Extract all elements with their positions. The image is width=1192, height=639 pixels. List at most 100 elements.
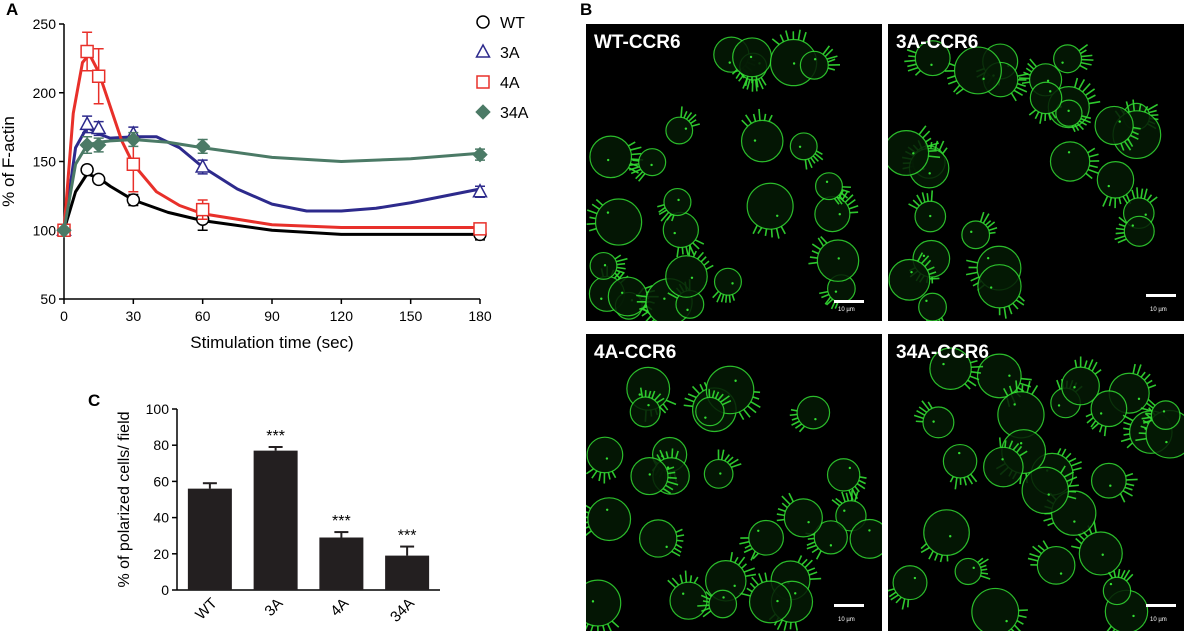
cell-protrusion: [908, 203, 918, 210]
cell-protrusion: [785, 30, 790, 41]
cell-protrusion: [731, 463, 742, 469]
cell-protrusion: [1015, 86, 1028, 93]
cell-protrusion: [1078, 44, 1089, 52]
cell-protrusion: [1120, 569, 1126, 579]
cell-protrusion: [907, 66, 919, 72]
cell-protrusion: [744, 114, 753, 124]
cell-protrusion: [927, 266, 935, 271]
cell-puncta: [807, 520, 810, 524]
cell-protrusion: [1010, 628, 1015, 631]
cell-protrusion: [946, 75, 956, 80]
cell: [918, 292, 947, 321]
cell-protrusion: [1037, 544, 1045, 552]
cell-protrusion: [848, 489, 854, 501]
cell-protrusion: [1127, 138, 1134, 147]
cell-puncta: [838, 213, 841, 216]
cell-protrusion: [694, 239, 705, 245]
x-tick-label: WT: [192, 595, 221, 624]
cell-protrusion: [921, 400, 930, 411]
cell-protrusion: [747, 405, 757, 414]
cell-protrusion: [1031, 385, 1039, 395]
cell: [954, 557, 991, 586]
cell-puncta: [834, 290, 838, 293]
cell: [1061, 356, 1102, 406]
cell-protrusion: [1123, 140, 1132, 151]
cell-protrusion: [928, 149, 937, 153]
cell-membrane: [703, 458, 734, 489]
significance-label: ***: [266, 428, 285, 445]
cell-protrusion: [712, 290, 720, 299]
panel-a-letter: A: [6, 0, 19, 19]
cell-puncta: [1073, 386, 1076, 389]
cell-protrusion: [671, 550, 681, 557]
cell-puncta: [605, 508, 609, 511]
cell: [983, 437, 1028, 488]
cell-protrusion: [966, 259, 978, 264]
cell-protrusion: [586, 530, 592, 537]
cell-protrusion: [1132, 99, 1136, 112]
cell-protrusion: [794, 621, 799, 631]
cell-protrusion: [928, 155, 941, 159]
cell-protrusion: [671, 214, 675, 222]
data-point: [125, 131, 142, 148]
cell-membrane: [1123, 215, 1155, 247]
cell-protrusion: [676, 247, 680, 258]
cell: [920, 509, 970, 563]
legend-marker: [475, 43, 491, 58]
cell-protrusion: [1081, 115, 1092, 120]
cell-puncta: [986, 256, 990, 260]
cell-membrane: [849, 518, 882, 559]
cell-protrusion: [687, 393, 697, 399]
cell-protrusion: [760, 77, 767, 86]
cell-puncta: [949, 535, 952, 538]
cell-protrusion: [1018, 614, 1027, 619]
cell-puncta: [1118, 120, 1121, 123]
cell-membrane: [740, 119, 784, 163]
cell-puncta: [1008, 374, 1011, 377]
data-point: [90, 119, 107, 135]
cell-puncta: [663, 297, 666, 300]
cell-protrusion: [764, 228, 768, 237]
cell-protrusion: [927, 401, 933, 409]
cell-protrusion: [591, 470, 598, 479]
y-tick-label: 100: [33, 222, 57, 238]
cell-puncta: [1047, 493, 1050, 496]
cell-puncta: [1046, 79, 1050, 83]
cell-protrusion: [835, 497, 843, 505]
cell-puncta: [722, 596, 725, 599]
cell: [657, 187, 692, 222]
cell: [888, 125, 941, 176]
cell-puncta: [684, 127, 688, 130]
cell-protrusion: [1119, 493, 1126, 503]
data-point: [195, 202, 210, 217]
cell-protrusion: [1085, 88, 1096, 96]
cell-protrusion: [729, 458, 739, 466]
cell-protrusion: [1047, 522, 1055, 527]
cell: [814, 189, 859, 233]
cell-protrusion: [680, 106, 683, 118]
cell-protrusion: [859, 476, 867, 479]
cell-puncta: [792, 62, 796, 65]
cell-protrusion: [667, 476, 677, 479]
cell-puncta: [1061, 61, 1064, 64]
cell-puncta: [606, 158, 610, 162]
cell: [1049, 141, 1100, 182]
cell-protrusion: [628, 166, 639, 174]
f-actin-line-chart: 50 100 150 200 250 0 30 60 90 120 150 180 Stimulatio…: [0, 15, 529, 352]
cell-puncta: [814, 417, 817, 421]
cell-membrane: [892, 565, 928, 601]
cell-puncta: [868, 529, 871, 532]
cell-protrusion: [705, 264, 714, 271]
cell-puncta: [1137, 397, 1141, 401]
cell: [808, 235, 860, 282]
data-point: [79, 115, 95, 131]
cell-protrusion: [688, 244, 695, 255]
cell-protrusion: [1123, 427, 1130, 431]
cell: [665, 106, 700, 145]
cell-protrusion: [720, 449, 725, 461]
cell-protrusion: [924, 259, 932, 268]
cell-puncta: [1005, 619, 1008, 623]
data-point: [80, 163, 94, 177]
cell-membrane: [1053, 44, 1083, 74]
cell-protrusion: [589, 216, 596, 220]
